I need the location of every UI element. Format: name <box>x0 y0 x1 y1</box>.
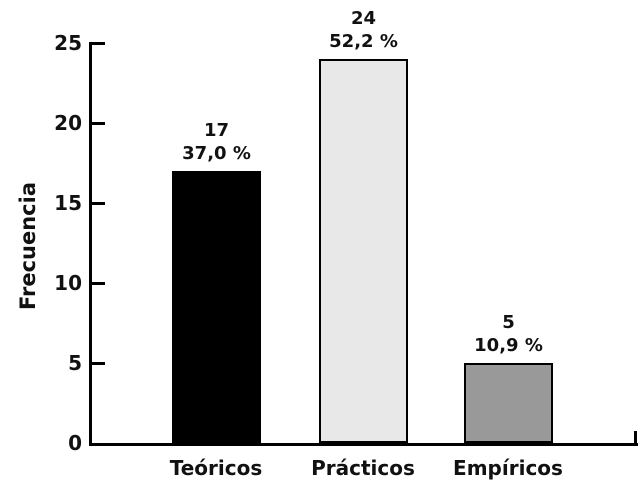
y-tick-label-15: 15 <box>54 191 82 215</box>
bar-group-practicos: 24 52,2 % <box>319 0 408 443</box>
x-axis-line <box>89 443 638 446</box>
bar-teoricos <box>172 171 261 443</box>
x-category-label-teoricos: Teóricos <box>169 456 263 480</box>
bar-label-teoricos: 17 37,0 % <box>142 119 292 165</box>
y-tick-label-10: 10 <box>54 271 82 295</box>
x-category-label-empiricos: Empíricos <box>453 456 563 480</box>
y-tick-mark-20 <box>92 122 105 125</box>
y-tick-mark-15 <box>92 202 105 205</box>
y-tick-mark-10 <box>92 282 105 285</box>
x-axis-end-tick <box>634 431 637 443</box>
y-tick-label-20: 20 <box>54 111 82 135</box>
bar-group-teoricos: 17 37,0 % <box>172 0 261 443</box>
bar-value-practicos: 24 <box>350 8 377 29</box>
bar-label-practicos: 24 52,2 % <box>289 7 439 53</box>
y-tick-mark-5 <box>92 362 105 365</box>
bar-value-teoricos: 17 <box>203 120 230 141</box>
bar-percent-empiricos: 10,9 % <box>474 335 543 356</box>
bar-value-empiricos: 5 <box>502 312 515 333</box>
y-tick-label-25: 25 <box>54 31 82 55</box>
y-axis-line <box>89 42 92 446</box>
x-category-label-practicos: Prácticos <box>311 456 415 480</box>
y-tick-mark-25 <box>92 42 105 45</box>
y-tick-label-0: 0 <box>68 431 82 455</box>
bar-empiricos <box>464 363 553 443</box>
bar-group-empiricos: 5 10,9 % <box>464 0 553 443</box>
bar-label-empiricos: 5 10,9 % <box>434 311 584 357</box>
bar-practicos <box>319 59 408 443</box>
y-tick-label-5: 5 <box>68 351 82 375</box>
bar-percent-practicos: 52,2 % <box>329 31 398 52</box>
bar-percent-teoricos: 37,0 % <box>182 143 251 164</box>
